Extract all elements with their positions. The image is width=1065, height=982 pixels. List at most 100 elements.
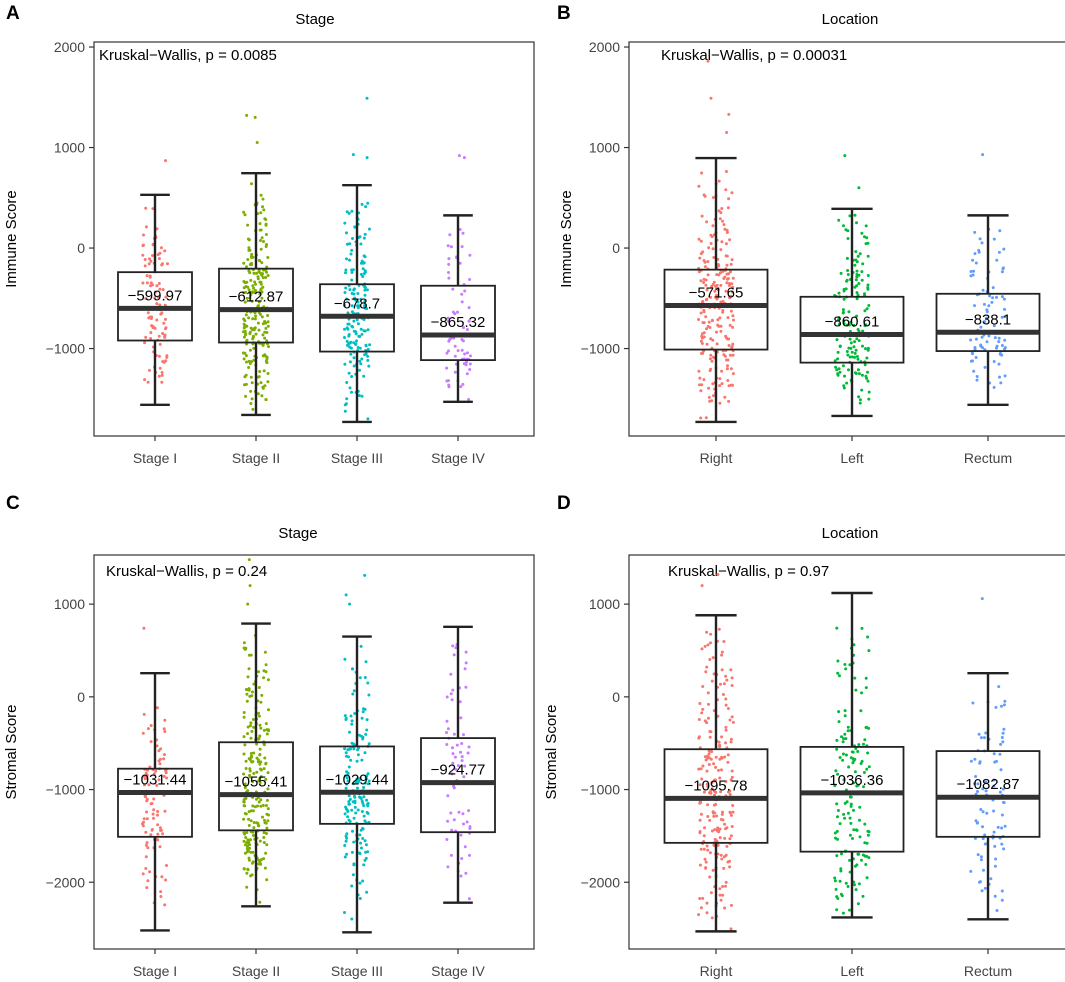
panel-b-right-point	[725, 263, 729, 267]
panel-c-stage-iii-point	[355, 780, 359, 784]
panel-c-stage-ii-point	[242, 817, 246, 821]
panel-a-stage-ii-point	[263, 217, 267, 221]
panel-c-stage-ii-point	[265, 798, 269, 802]
panel-d-right-point	[709, 891, 713, 895]
panel-d-right-point	[706, 815, 710, 818]
panel-c-stage-iii-point	[362, 814, 366, 818]
panel-d-right-point	[707, 763, 711, 766]
panel-a-stage-ii-point	[246, 258, 250, 261]
panel-b-right-point	[710, 318, 714, 322]
panel-a-stage-iv-point	[445, 366, 449, 370]
panel-a-stage-iii-point	[360, 332, 364, 336]
panel-d-rectum-point	[1000, 813, 1004, 817]
panel-d-left-point	[848, 858, 852, 862]
panel-c-stage-iv-point	[466, 751, 470, 755]
panel-b-rectum-point	[997, 362, 1001, 366]
panel-c-stage-iii-point	[344, 718, 348, 721]
panel-a-stage-iv-point	[448, 233, 452, 237]
panel-a-stage-iii-outlier-point	[365, 156, 369, 160]
panel-c-stage-iv-point	[456, 764, 460, 768]
panel-a-stage-i-point	[149, 259, 153, 263]
panel-d-right-point	[700, 777, 704, 781]
panel-d-right-point	[730, 676, 734, 680]
panel-b-left-point	[857, 339, 861, 343]
panel-c-stage-ii-point	[264, 804, 268, 807]
panel-d-right-point	[720, 668, 724, 672]
panel-b-right-point	[702, 277, 706, 281]
panel-b-rectum-point	[1003, 307, 1006, 311]
panel-d-rectum-point	[984, 731, 988, 735]
panel-c-stage-iii-point	[350, 722, 354, 726]
panel-c-stage-ii-point	[261, 804, 265, 807]
panel-a-stage-iv-point	[468, 368, 472, 371]
panel-d-rectum-point	[1000, 826, 1004, 830]
panel-b-rectum-point	[979, 325, 983, 329]
panel-c-stage-iii-point	[347, 818, 351, 822]
panel-d-right-point	[711, 656, 715, 660]
panel-b-rectum-point	[1003, 315, 1007, 319]
panel-b-right-point	[728, 238, 732, 242]
panel-d-right-point	[720, 653, 724, 657]
panel-d-right-point	[711, 810, 715, 814]
panel-c-stage-ii-x-tick-label: Stage II	[232, 963, 280, 979]
panel-c-stage-i-point	[141, 872, 145, 876]
panel-b-rectum-point	[985, 340, 989, 344]
panel-b-right-point	[727, 344, 731, 347]
panel-d-right-point	[709, 791, 713, 795]
panel-a-stage-ii-point	[254, 289, 257, 292]
panel-a-stage-ii-point	[242, 261, 246, 265]
panel-b-right-point	[712, 355, 715, 359]
panel-d-right-point	[710, 787, 714, 791]
panel-b-right-point	[706, 260, 710, 263]
panel-a-stage-iii-point	[343, 362, 347, 366]
panel-c-stage-iv-point	[452, 732, 456, 736]
panel-a-stage-iv-point	[461, 382, 465, 386]
panel-d-left-point	[863, 841, 867, 845]
panel-a-stage-i-point	[157, 257, 161, 261]
panel-a-stage-iv-outlier-point	[462, 156, 466, 160]
panel-a-stage-iii-point	[349, 252, 353, 256]
panel-d-right-point	[723, 822, 727, 826]
panel-b-rectum-point	[983, 365, 987, 369]
panel-b-right-point	[715, 342, 719, 346]
panel-a-stage-ii-point	[263, 320, 267, 323]
panel-a-stage-ii-point	[261, 285, 265, 289]
panel-b-right-point	[698, 256, 702, 260]
panel-c-stage-i-point	[146, 727, 150, 731]
panel-b-rectum-point	[1000, 315, 1004, 319]
panel-b-rectum-point	[992, 385, 996, 389]
panel-a-stage-ii-point	[244, 394, 248, 398]
panel-c-stage-iii-point	[348, 730, 351, 734]
panel-d-rectum-point	[981, 810, 985, 814]
panel-d-left-point	[835, 908, 839, 912]
panel-b-rectum-point	[973, 252, 977, 256]
panel-d-right-point	[699, 847, 703, 851]
panel-c-stage-iii-point	[363, 839, 367, 843]
panel-b-left-point	[857, 282, 861, 285]
panel-a-stage-iii-point	[353, 225, 357, 229]
panel-c-stage-ii-point	[258, 776, 262, 780]
panel-c-stage-iv-point	[460, 857, 464, 860]
panel-a-title: Stage	[295, 11, 334, 28]
panel-c-title: Stage	[278, 525, 317, 542]
panel-c-stage-i-point	[144, 867, 148, 870]
panel-c-stage-ii-point	[252, 772, 256, 775]
panel-c-stage-iv-point	[459, 716, 463, 720]
panel-d-right-point	[720, 857, 724, 861]
panel-c-stage-iii-point	[359, 797, 363, 800]
panel-b-title: Location	[822, 11, 879, 28]
panel-c-stage-ii-point	[259, 760, 263, 764]
panel-d-right-point	[724, 725, 728, 729]
panel-d-right-point	[730, 715, 734, 719]
panel-b-rectum-point	[975, 378, 979, 382]
panel-c-stage-ii-point	[252, 834, 255, 837]
panel-c-stage-iv-point	[462, 822, 465, 826]
panel-b-right-point	[730, 191, 734, 195]
panel-a-stage-ii-point	[261, 276, 265, 280]
panel-a-stage-i-point	[144, 335, 148, 339]
panel-d-rectum-point	[992, 809, 996, 813]
panel-a-stage-iii-point	[345, 297, 349, 301]
panel-a-stage-iii-point	[352, 288, 356, 292]
panel-a-stage-ii-point	[244, 290, 248, 294]
panel-c-stage-iv-point	[465, 820, 469, 824]
